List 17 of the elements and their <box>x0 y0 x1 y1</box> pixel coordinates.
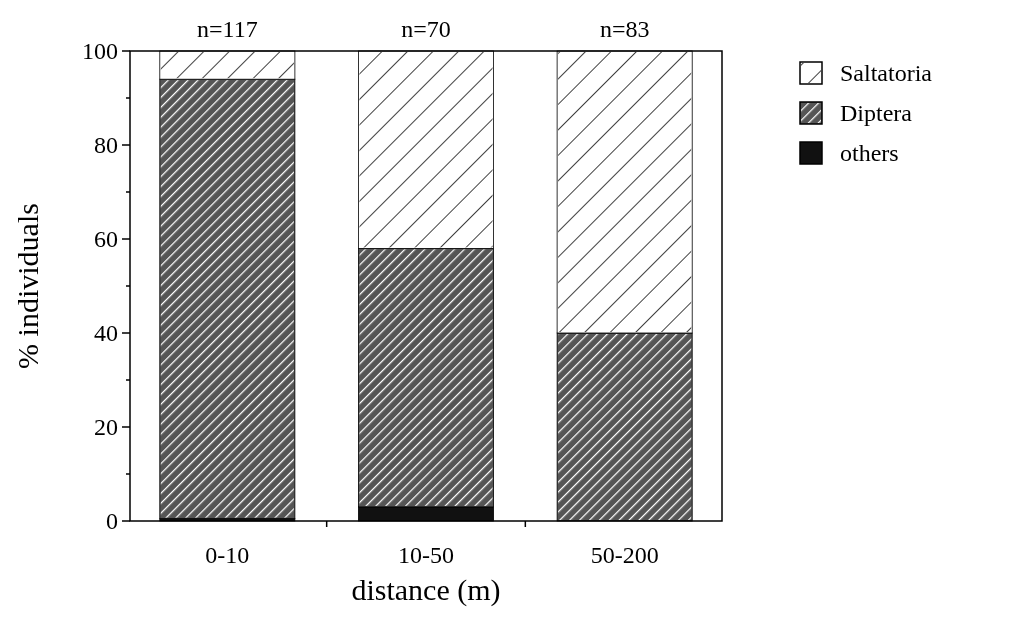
y-tick-label: 100 <box>82 38 118 65</box>
y-tick-label: 80 <box>94 132 118 159</box>
legend-label: Saltatoria <box>840 60 933 87</box>
legend-label: Diptera <box>840 100 913 127</box>
annotation: n=117 <box>197 16 258 42</box>
x-axis-title: distance (m) <box>351 573 501 607</box>
y-tick-label: 20 <box>94 414 118 441</box>
y-tick-label: 40 <box>94 320 118 347</box>
x-tick-label: 10-50 <box>398 542 454 568</box>
y-tick-label: 0 <box>106 508 118 535</box>
annotation: n=83 <box>599 16 650 42</box>
x-tick-label: 0-10 <box>205 542 250 568</box>
y-axis-title: % individuals <box>11 203 44 369</box>
y-tick-label: 60 <box>94 226 118 253</box>
annotation: n=70 <box>401 16 451 42</box>
legend-label: others <box>840 140 899 167</box>
x-tick-label: 50-200 <box>590 542 659 568</box>
